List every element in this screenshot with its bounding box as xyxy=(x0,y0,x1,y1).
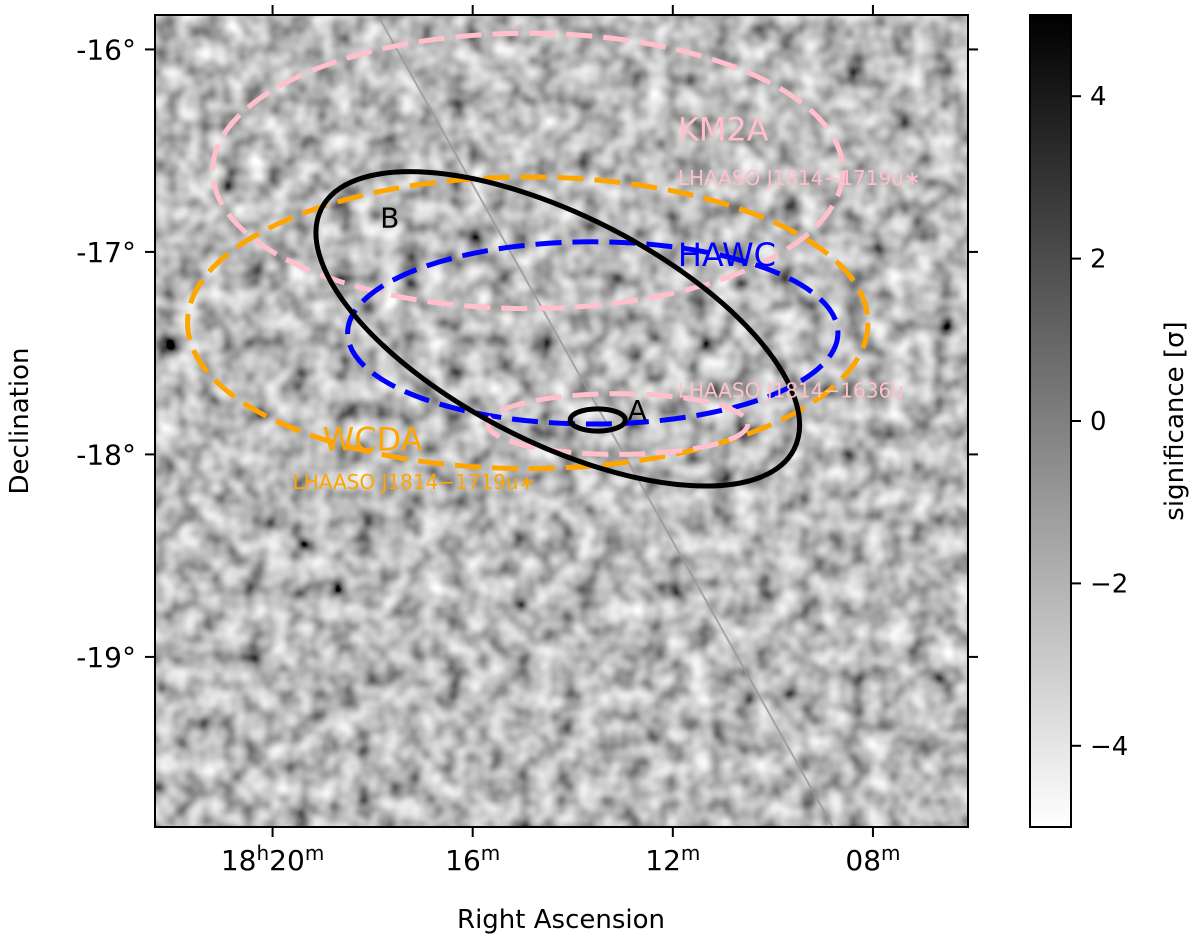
region-a xyxy=(567,406,628,434)
label-lhaaso-j1814-1719u: LHAASO J1814−1719u∗ xyxy=(678,166,921,190)
x-axis: 18h20m 16m 12m 08m xyxy=(221,5,901,877)
label-lhaaso-j1814-1719u: LHAASO J1814−1719u∗ xyxy=(293,470,536,494)
x-tick-label: 12m xyxy=(645,841,700,877)
colorbar-tick-label: −2 xyxy=(1090,569,1128,599)
x-tick-label: 18h20m xyxy=(221,841,324,877)
colorbar-tick-label: 4 xyxy=(1090,82,1107,112)
colorbar-ticks: 4 2 0 −2 −4 xyxy=(1071,82,1128,762)
region-wcda xyxy=(185,174,871,472)
colorbar-tick-label: 2 xyxy=(1090,245,1107,275)
plot-frame xyxy=(154,14,969,828)
label-wcda: WCDA xyxy=(323,420,423,458)
galactic-plane-line xyxy=(376,15,834,827)
colorbar-gradient xyxy=(1029,14,1072,828)
region-labels: KM2A LHAASO J1814−1719u∗ HAWC LHAASO J1814−… xyxy=(293,111,921,494)
y-tick-label: -17° xyxy=(76,236,136,269)
y-axis: -16° -17° -18° -19° xyxy=(76,33,978,674)
colorbar: 4 2 0 −2 −4 significance [σ] xyxy=(1029,14,1190,828)
region-lhaaso-j1814-1636u xyxy=(485,391,751,457)
x-tick-label: 16m xyxy=(445,841,500,877)
label-km2a: KM2A xyxy=(678,111,769,149)
y-tick-label: -19° xyxy=(76,641,136,674)
region-b xyxy=(313,169,803,489)
label-hawc: HAWC xyxy=(678,236,776,274)
x-axis-label: Right Ascension xyxy=(457,905,665,935)
colorbar-tick-label: −4 xyxy=(1090,732,1128,762)
y-axis-label: Declination xyxy=(5,348,35,495)
label-a: A xyxy=(628,394,647,427)
label-lhaaso-j1814-1636u: LHAASO J1814−1636u xyxy=(678,379,904,403)
colorbar-tick-label: 0 xyxy=(1090,407,1107,437)
y-tick-label: -18° xyxy=(76,438,136,471)
x-tick-label: 08m xyxy=(845,841,900,877)
region-km2a xyxy=(210,30,846,312)
y-tick-label: -16° xyxy=(76,33,136,66)
colorbar-label: significance [σ] xyxy=(1160,321,1190,520)
region-hawc xyxy=(345,239,841,427)
label-b: B xyxy=(380,202,399,235)
map-overlays xyxy=(185,15,871,827)
